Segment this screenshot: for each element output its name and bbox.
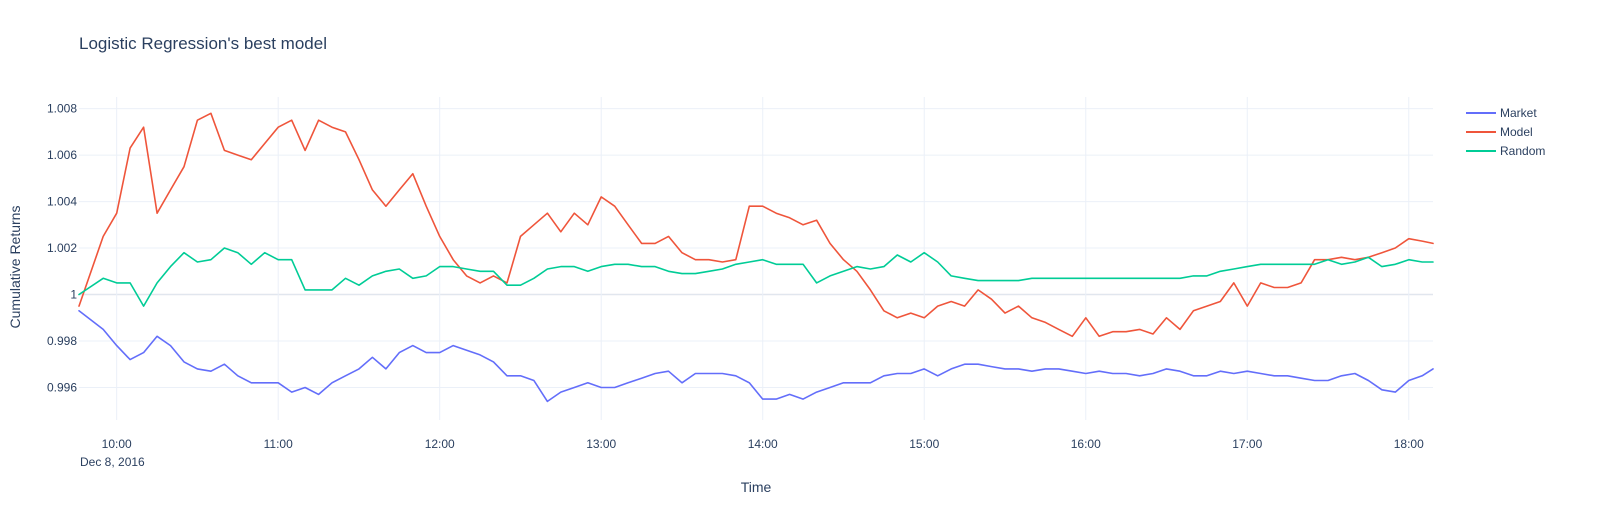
y-tick-label: 0.996 (47, 380, 77, 394)
x-axis-ticks: 10:00 11:00 12:00 13:00 14:00 15:00 16:00 17:00… (102, 437, 1424, 451)
legend-label: Model (1500, 125, 1533, 139)
chart-title: Logistic Regression's best model (79, 34, 327, 53)
y-tick-label: 1.004 (47, 195, 77, 209)
legend-item-model[interactable]: Model (1466, 125, 1533, 139)
x-tick-label: 14:00 (748, 437, 778, 451)
legend-label: Random (1500, 144, 1545, 158)
x-axis-date-label: Dec 8, 2016 (80, 455, 145, 469)
x-tick-label: 11:00 (264, 437, 293, 451)
y-tick-label: 1.008 (47, 102, 77, 116)
x-tick-label: 10:00 (102, 437, 132, 451)
legend-item-market[interactable]: Market (1466, 106, 1537, 120)
x-tick-label: 18:00 (1394, 437, 1424, 451)
y-axis-ticks: 0.996 0.998 1 1.002 1.004 1.006 1.008 (47, 102, 77, 395)
x-tick-label: 12:00 (425, 437, 455, 451)
series-line-model (78, 112, 1434, 338)
x-tick-label: 13:00 (586, 437, 616, 451)
x-axis-title: Time (741, 479, 772, 495)
y-axis-title: Cumulative Returns (7, 206, 23, 329)
legend[interactable]: Market Model Random (1466, 106, 1545, 158)
y-tick-label: 1.006 (47, 148, 77, 162)
series-line-random (78, 247, 1434, 307)
y-tick-label: 0.998 (47, 334, 77, 348)
y-tick-label: 1 (70, 288, 77, 302)
x-tick-label: 15:00 (909, 437, 939, 451)
x-tick-label: 16:00 (1071, 437, 1101, 451)
series-lines (78, 112, 1434, 403)
legend-label: Market (1500, 106, 1537, 120)
legend-item-random[interactable]: Random (1466, 144, 1545, 158)
x-tick-label: 17:00 (1232, 437, 1262, 451)
y-tick-label: 1.002 (47, 241, 77, 255)
grid-lines (79, 97, 1433, 420)
series-line-market (78, 309, 1434, 403)
